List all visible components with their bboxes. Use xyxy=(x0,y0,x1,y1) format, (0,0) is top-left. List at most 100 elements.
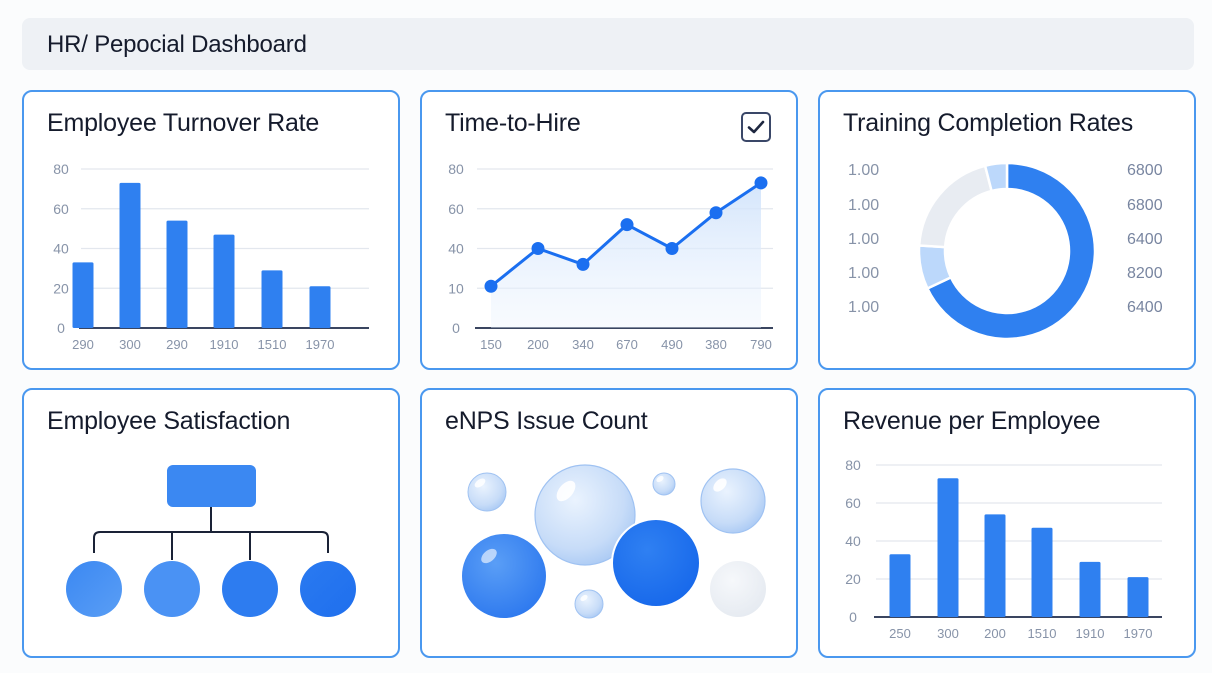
x-tick-label: 250 xyxy=(889,626,911,641)
left-label: 1.00 xyxy=(848,299,880,316)
x-tick-label: 1910 xyxy=(210,337,239,352)
y-tick-label: 80 xyxy=(845,457,861,473)
y-tick-label: 0 xyxy=(849,609,857,625)
y-tick-label: 60 xyxy=(845,495,861,511)
bar xyxy=(1031,527,1053,617)
card-training-completion[interactable]: Training Completion Rates 1.00 1.00 1.00… xyxy=(818,90,1196,370)
bubble xyxy=(574,589,604,619)
child-node xyxy=(144,561,200,617)
data-point xyxy=(665,242,679,255)
y-tick-label: 10 xyxy=(448,280,464,296)
x-tick-label: 300 xyxy=(937,626,959,641)
x-tick-label: 290 xyxy=(72,337,94,352)
data-point xyxy=(484,279,498,293)
bar xyxy=(984,514,1006,617)
area-fill xyxy=(491,182,761,328)
bubble xyxy=(534,464,636,566)
bar xyxy=(72,262,94,328)
turnover-bar-chart: 0 20 40 60 80 290 300 290 1910 1510 1970 xyxy=(53,161,369,352)
bubble xyxy=(700,468,766,534)
y-tick-label: 20 xyxy=(53,280,69,296)
x-tick-label: 1970 xyxy=(306,337,335,352)
child-node xyxy=(300,561,356,617)
y-tick-label: 60 xyxy=(53,201,69,217)
child-node xyxy=(66,561,122,617)
y-tick-label: 40 xyxy=(448,241,464,257)
x-tick-label: 200 xyxy=(527,337,549,352)
child-node xyxy=(222,561,278,617)
card-title: Revenue per Employee xyxy=(843,407,1101,435)
left-label: 1.00 xyxy=(848,162,880,179)
card-title: Employee Turnover Rate xyxy=(47,109,320,137)
card-employee-satisfaction[interactable]: Employee Satisfaction xyxy=(22,388,400,658)
y-tick-label: 20 xyxy=(845,571,861,587)
data-point xyxy=(754,176,768,190)
x-tick-label: 200 xyxy=(984,626,1006,641)
x-tick-label: 340 xyxy=(572,337,594,352)
card-title: eNPS Issue Count xyxy=(445,407,648,435)
x-tick-label: 1910 xyxy=(1076,626,1105,641)
y-tick-label: 80 xyxy=(53,161,69,177)
card-enps-issue-count[interactable]: eNPS Issue Count xyxy=(420,388,798,658)
x-tick-label: 290 xyxy=(166,337,188,352)
card-title: Employee Satisfaction xyxy=(47,407,291,435)
bar xyxy=(213,234,235,328)
x-tick-label: 1510 xyxy=(1028,626,1057,641)
bar xyxy=(119,182,141,328)
card-revenue-per-employee[interactable]: Revenue per Employee 0 20 40 60 80 250 300 200 1… xyxy=(818,388,1196,658)
x-tick-label: 670 xyxy=(616,337,638,352)
bubble xyxy=(462,534,546,618)
card-time-to-hire[interactable]: Time-to-Hire 0 10 40 60 80 150 200 340 670 490 380… xyxy=(420,90,798,370)
y-tick-label: 0 xyxy=(452,320,460,336)
y-tick-label: 80 xyxy=(448,161,464,177)
bubble xyxy=(611,518,701,608)
left-label: 1.00 xyxy=(848,265,880,282)
data-point xyxy=(620,218,634,232)
left-label: 1.00 xyxy=(848,231,880,248)
right-label: 6400 xyxy=(1127,231,1163,248)
donut-slice xyxy=(925,161,1097,341)
data-point xyxy=(531,242,545,255)
y-tick-label: 40 xyxy=(845,533,861,549)
x-tick-label: 300 xyxy=(119,337,141,352)
bubble xyxy=(652,472,676,496)
bar xyxy=(937,478,959,617)
org-hierarchy-diagram xyxy=(66,465,356,617)
revenue-bar-chart: 0 20 40 60 80 250 300 200 1510 1910 1970 xyxy=(845,457,1162,641)
x-tick-label: 1970 xyxy=(1124,626,1153,641)
right-label: 8200 xyxy=(1127,265,1163,282)
bar xyxy=(889,554,911,617)
time-to-hire-line-chart: 0 10 40 60 80 150 200 340 670 490 380 790 xyxy=(448,161,773,352)
donut-slice xyxy=(983,161,1009,193)
y-tick-label: 60 xyxy=(448,201,464,217)
card-title: Time-to-Hire xyxy=(445,109,581,137)
right-label: 6400 xyxy=(1127,299,1163,316)
x-tick-label: 380 xyxy=(705,337,727,352)
x-tick-label: 150 xyxy=(480,337,502,352)
enps-bubble-chart xyxy=(462,464,766,619)
dashboard-header: HR/ Pepocial Dashboard xyxy=(22,18,1194,70)
bar xyxy=(261,270,283,328)
data-point xyxy=(576,257,590,271)
right-label: 6800 xyxy=(1127,162,1163,179)
data-point xyxy=(709,206,723,220)
x-tick-label: 790 xyxy=(750,337,772,352)
x-tick-label: 1510 xyxy=(258,337,287,352)
training-donut-chart xyxy=(917,161,1097,341)
left-label: 1.00 xyxy=(848,197,880,214)
page-title: HR/ Pepocial Dashboard xyxy=(47,31,307,58)
card-title: Training Completion Rates xyxy=(843,109,1134,137)
right-label: 6800 xyxy=(1127,197,1163,214)
card-employee-turnover[interactable]: Employee Turnover Rate 0 20 40 60 80 290 300 29… xyxy=(22,90,400,370)
bubble xyxy=(710,561,766,617)
donut-slice xyxy=(917,164,994,249)
y-tick-label: 40 xyxy=(53,241,69,257)
root-node xyxy=(167,465,256,507)
bar xyxy=(309,286,331,328)
time-to-hire-checkbox[interactable] xyxy=(741,112,771,142)
bar xyxy=(1127,577,1149,617)
y-tick-label: 0 xyxy=(57,320,65,336)
bar xyxy=(166,220,188,328)
checkmark-icon xyxy=(747,120,765,134)
bar xyxy=(1079,561,1101,617)
